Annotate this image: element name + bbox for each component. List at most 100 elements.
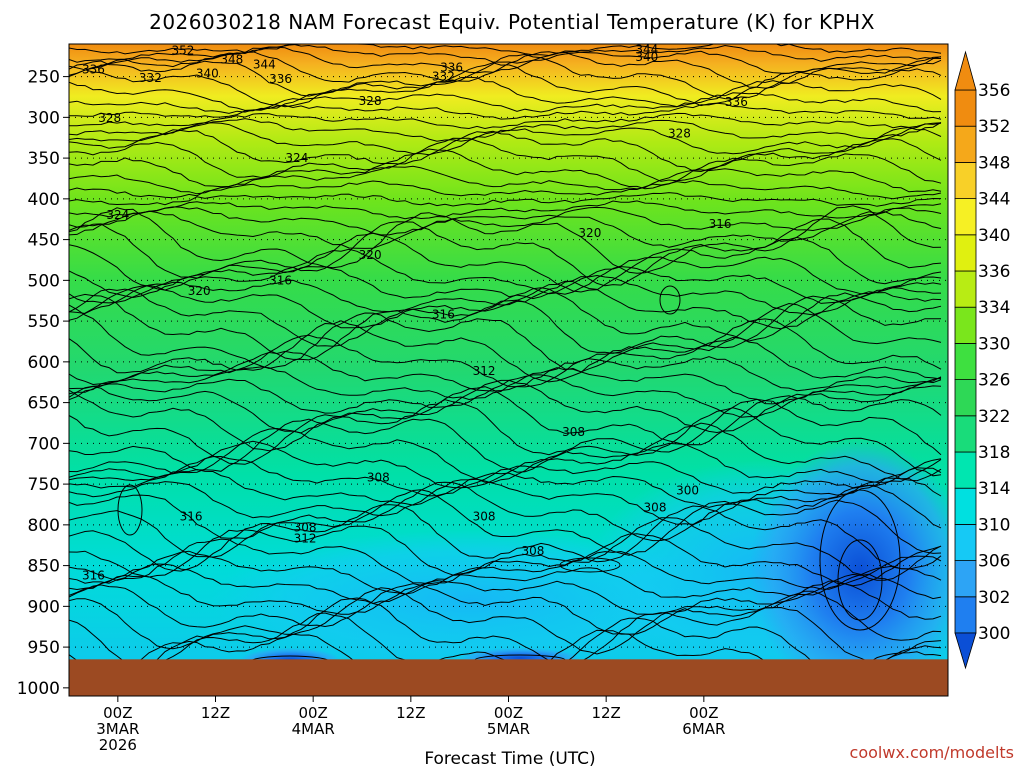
contour-line bbox=[69, 112, 942, 130]
contour-line bbox=[69, 573, 942, 615]
contour-line bbox=[69, 407, 942, 477]
contour-line bbox=[69, 200, 942, 220]
contour-line bbox=[69, 334, 942, 388]
contour-label: 332 bbox=[432, 70, 455, 84]
contour-line bbox=[69, 266, 942, 304]
contour-label: 336 bbox=[82, 62, 105, 76]
colorbar-segment bbox=[954, 89, 977, 127]
y-axis: 250 300 350 400 450 500 550 600 650 700 750 800 850 9… bbox=[17, 68, 69, 699]
contour-label: 340 bbox=[196, 66, 219, 80]
contour-line bbox=[69, 44, 942, 64]
colorbar-segment bbox=[954, 125, 977, 163]
colorbar-segment bbox=[954, 379, 977, 417]
ground-surface bbox=[69, 659, 948, 696]
colorbar-segment bbox=[954, 560, 977, 598]
contour-line bbox=[69, 287, 942, 347]
contour-line bbox=[69, 302, 942, 373]
contour-line bbox=[69, 477, 942, 525]
contour-label: 308 bbox=[294, 520, 317, 534]
contour-label: 332 bbox=[139, 71, 162, 85]
contour-label: 308 bbox=[644, 501, 667, 515]
contour-line bbox=[69, 386, 942, 452]
contour-label: 344 bbox=[635, 43, 658, 57]
colorbar-label: 322 bbox=[978, 407, 1010, 427]
y-tick-label: 900 bbox=[28, 597, 60, 617]
colorbar-label: 300 bbox=[978, 624, 1010, 644]
colorbar-segment bbox=[954, 270, 977, 308]
contour-label: 312 bbox=[473, 364, 496, 378]
contour-line bbox=[69, 517, 942, 581]
y-tick-label: 1000 bbox=[17, 679, 60, 699]
contour-label: 308 bbox=[473, 510, 496, 524]
x-tick-label: 5MAR bbox=[487, 720, 530, 738]
contour-line bbox=[69, 62, 942, 108]
contour-line bbox=[69, 126, 942, 173]
contour-line bbox=[69, 248, 942, 299]
y-tick-label: 500 bbox=[28, 271, 60, 291]
contour-label: 336 bbox=[269, 72, 292, 86]
contour-line bbox=[69, 550, 942, 595]
contour-label: 316 bbox=[180, 510, 203, 524]
cold-region bbox=[750, 440, 948, 696]
colorbar-label: 314 bbox=[978, 479, 1010, 499]
contour-label: 340 bbox=[635, 50, 658, 64]
colorbar-label: 334 bbox=[978, 298, 1010, 318]
contour-line bbox=[69, 366, 942, 405]
colorbar-segment bbox=[954, 161, 977, 199]
contour-line bbox=[69, 137, 942, 182]
contour-label: 308 bbox=[562, 425, 585, 439]
y-tick-label: 600 bbox=[28, 353, 60, 373]
contour-loop bbox=[559, 557, 621, 573]
contour-label: 328 bbox=[98, 111, 121, 125]
y-tick-label: 650 bbox=[28, 394, 60, 414]
colorbar-segment bbox=[954, 342, 977, 380]
contour-line bbox=[69, 440, 942, 489]
contour-label: 328 bbox=[359, 94, 382, 108]
contour-line bbox=[69, 587, 942, 655]
contour-line bbox=[69, 165, 942, 195]
colorbar-segment bbox=[954, 198, 977, 236]
colorbar-label: 336 bbox=[978, 262, 1010, 282]
chart-title: 2026030218 NAM Forecast Equiv. Potential… bbox=[149, 10, 875, 34]
contour-line bbox=[69, 53, 942, 100]
contour-label: 348 bbox=[220, 52, 243, 66]
contour-line bbox=[69, 533, 942, 587]
contour-line bbox=[69, 489, 942, 558]
contour-line bbox=[69, 92, 942, 114]
y-tick-label: 850 bbox=[28, 557, 60, 577]
contour-label: 308 bbox=[367, 471, 390, 485]
contour-label: 312 bbox=[294, 532, 317, 546]
contour-line bbox=[69, 374, 942, 418]
contour-line bbox=[69, 467, 942, 508]
x-tick-label: 00Z bbox=[103, 704, 132, 722]
colorbar-label: 356 bbox=[978, 81, 1010, 101]
y-tick-label: 700 bbox=[28, 434, 60, 454]
contour-label: 336 bbox=[725, 95, 748, 109]
contour-label: 320 bbox=[359, 248, 382, 262]
contour-label: 300 bbox=[676, 484, 699, 498]
colorbar: 300 302 306 310 314 318 322 326 330 334 336 340 344 3… bbox=[954, 50, 1010, 670]
x-tick-label: 12Z bbox=[591, 704, 620, 722]
contour-label: 336 bbox=[440, 61, 463, 75]
x-tick-label: 00Z bbox=[494, 704, 523, 722]
contour-label: 352 bbox=[171, 44, 194, 58]
contour-line bbox=[69, 51, 942, 89]
colorbar-label: 302 bbox=[978, 588, 1010, 608]
y-tick-label: 800 bbox=[28, 516, 60, 536]
contour-line bbox=[69, 504, 942, 572]
colorbar-segment bbox=[954, 524, 977, 562]
contour-label: 316 bbox=[432, 308, 455, 322]
contour-label: 308 bbox=[521, 544, 544, 558]
colorbar-top-arrow bbox=[954, 50, 977, 91]
contour-label: 324 bbox=[106, 208, 129, 222]
contour-line bbox=[69, 76, 942, 111]
contour-label: 328 bbox=[668, 127, 691, 141]
contour-loop bbox=[117, 484, 143, 536]
colorbar-label: 326 bbox=[978, 371, 1010, 391]
colorbar-bottom-arrow bbox=[954, 632, 977, 670]
colorbar-segment bbox=[954, 415, 977, 453]
contour-line bbox=[69, 148, 942, 190]
